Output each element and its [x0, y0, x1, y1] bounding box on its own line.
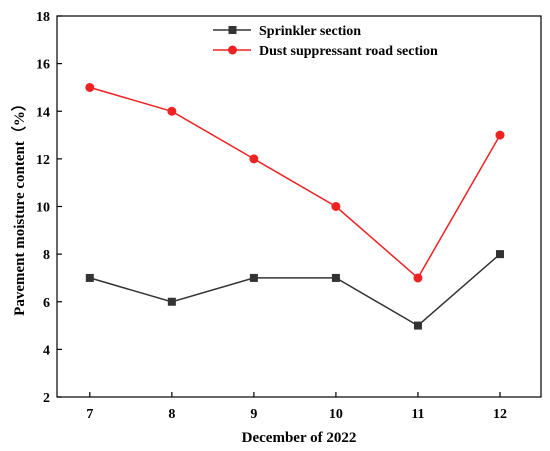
data-point-dust-suppressant [413, 273, 423, 283]
series-layer [85, 82, 505, 330]
data-point-sprinkler [413, 321, 422, 330]
x-tick-label: 12 [493, 407, 507, 422]
series-line-sprinkler [89, 253, 501, 327]
data-point-dust-suppressant [85, 82, 95, 92]
data-point-sprinkler [331, 273, 340, 282]
data-point-dust-suppressant [167, 106, 177, 116]
y-tick-label: 14 [36, 105, 50, 120]
data-point-sprinkler [167, 297, 176, 306]
y-tick-label: 18 [36, 10, 50, 25]
y-tick-label: 2 [43, 391, 50, 406]
y-axis-title: Pavement moisture content（%） [10, 96, 28, 316]
x-tick-label: 9 [250, 407, 257, 422]
legend-label-dust-suppressant: Dust suppressant road section [259, 44, 438, 59]
y-tick-label: 6 [43, 296, 50, 311]
x-axis-title: December of 2022 [242, 430, 357, 446]
series-line-dust-suppressant [89, 86, 501, 280]
plot-frame [56, 15, 542, 398]
data-point-sprinkler [495, 250, 504, 259]
y-tick-label: 12 [36, 153, 50, 168]
legend: Sprinkler section Dust suppressant road … [213, 24, 438, 59]
data-point-dust-suppressant [495, 130, 505, 140]
data-point-sprinkler [249, 273, 258, 282]
y-tick-label: 4 [43, 343, 50, 358]
y-tick-label: 10 [36, 201, 50, 216]
data-point-dust-suppressant [331, 202, 341, 211]
x-axis: 7 8 9 10 11 12 [86, 392, 507, 422]
x-tick-label: 11 [411, 407, 424, 422]
legend-marker-sprinkler [228, 26, 237, 34]
x-tick-label: 8 [168, 407, 175, 422]
data-point-dust-suppressant [249, 154, 259, 164]
y-axis: 2 4 6 8 10 12 14 16 18 [36, 10, 62, 406]
x-tick-label: 7 [86, 407, 93, 422]
legend-label-sprinkler: Sprinkler section [259, 24, 361, 39]
x-tick-label: 10 [329, 407, 343, 422]
legend-marker-dust-suppressant [228, 45, 237, 55]
data-point-sprinkler [85, 273, 94, 282]
y-tick-label: 8 [43, 248, 50, 263]
y-tick-label: 16 [36, 58, 50, 73]
